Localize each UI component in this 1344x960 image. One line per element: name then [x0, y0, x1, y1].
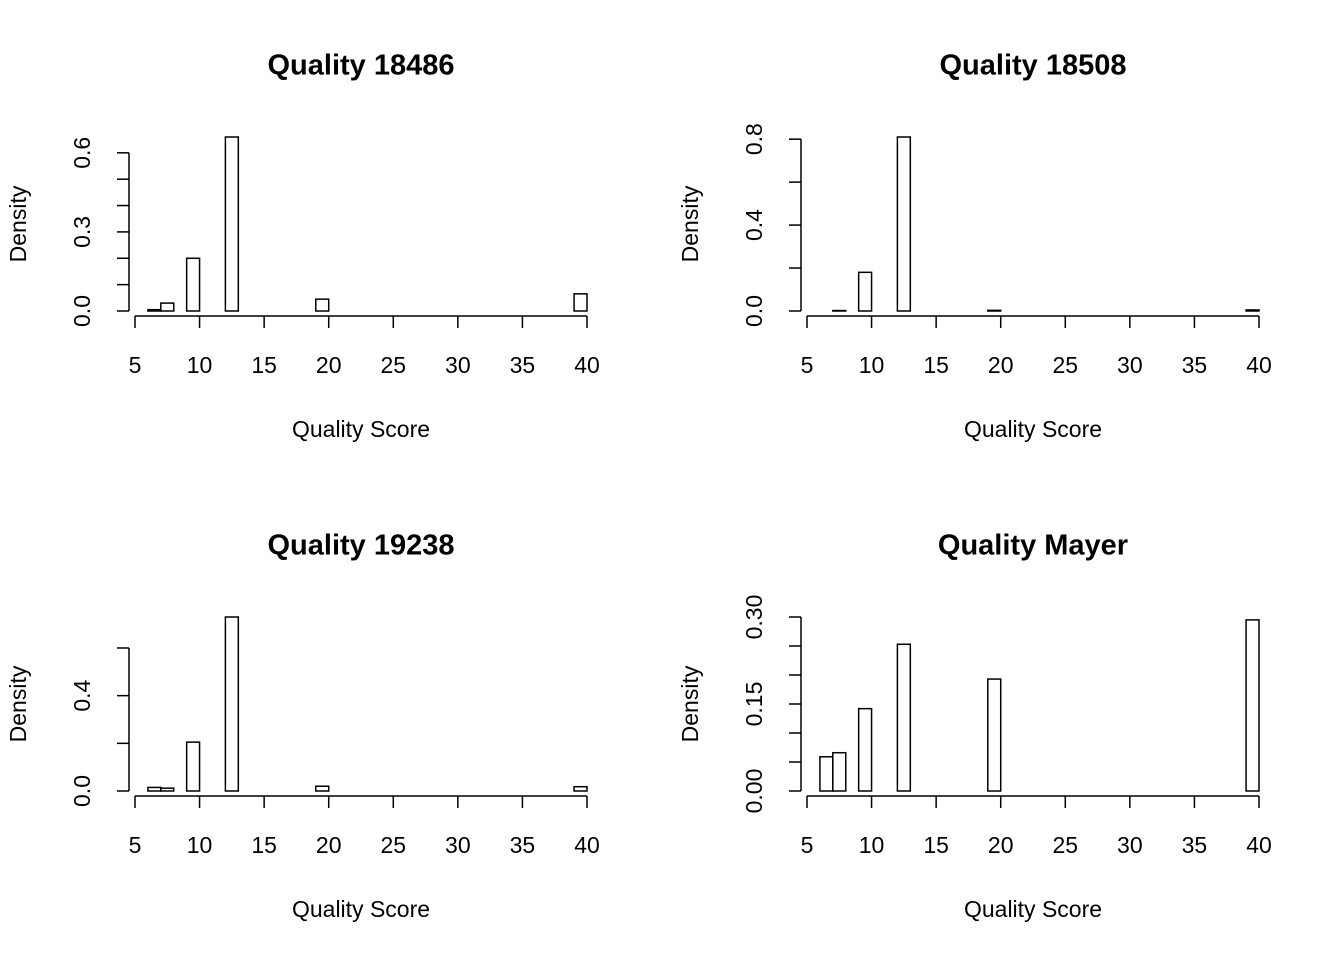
bar [147, 308, 162, 312]
y-tick-label: 0.3 [69, 216, 95, 248]
x-tick-label: 15 [923, 832, 949, 858]
x-tick-label: 35 [1182, 832, 1208, 858]
x-tick-label: 40 [1246, 832, 1272, 858]
x-tick-label: 5 [801, 832, 814, 858]
bar [1245, 309, 1260, 312]
bar [857, 707, 873, 792]
y-tick-label: 0.30 [741, 595, 767, 640]
x-tick-label: 20 [988, 832, 1014, 858]
y-axis-label: Density [5, 665, 31, 742]
x-tick-label: 30 [1117, 352, 1143, 378]
bar [185, 257, 201, 312]
x-axis-label: Quality Score [964, 896, 1102, 922]
y-tick-label: 0.4 [741, 209, 767, 241]
y-tick-label: 0.0 [69, 775, 95, 807]
x-tick-label: 5 [129, 832, 142, 858]
x-tick-label: 10 [859, 832, 885, 858]
bar [160, 302, 175, 312]
x-tick-label: 10 [187, 832, 213, 858]
x-tick-label: 25 [1052, 352, 1078, 378]
y-tick-label: 0.4 [69, 679, 95, 711]
x-tick-label: 40 [574, 352, 600, 378]
bar [987, 309, 1002, 312]
x-tick-label: 25 [1052, 832, 1078, 858]
chart-title: Quality 18486 [268, 50, 455, 82]
y-tick-label: 0.15 [741, 682, 767, 727]
y-tick-label: 0.6 [69, 137, 95, 169]
bar [315, 298, 330, 312]
bar [896, 136, 912, 312]
y-tick-label: 0.0 [69, 295, 95, 327]
bar [896, 643, 912, 792]
y-axis-label: Density [677, 665, 703, 742]
bar [857, 271, 873, 312]
x-tick-label: 35 [510, 352, 536, 378]
y-tick-label: 0.0 [741, 295, 767, 327]
x-tick-label: 20 [316, 832, 342, 858]
x-tick-label: 35 [510, 832, 536, 858]
y-axis-label: Density [5, 185, 31, 262]
x-tick-label: 35 [1182, 352, 1208, 378]
x-tick-label: 30 [1117, 832, 1143, 858]
x-tick-label: 10 [187, 352, 213, 378]
bar [573, 293, 588, 312]
x-tick-label: 5 [801, 352, 814, 378]
x-axis-label: Quality Score [292, 896, 430, 922]
bar [819, 756, 834, 792]
bar [832, 751, 847, 792]
y-axis-label: Density [677, 185, 703, 262]
x-tick-label: 15 [251, 352, 277, 378]
x-tick-label: 30 [445, 832, 471, 858]
x-tick-label: 20 [988, 352, 1014, 378]
x-tick-label: 15 [923, 352, 949, 378]
x-axis-label: Quality Score [292, 416, 430, 442]
bar [160, 787, 175, 792]
x-tick-label: 40 [574, 832, 600, 858]
bar [147, 786, 162, 792]
x-tick-label: 15 [251, 832, 277, 858]
y-tick-label: 0.8 [741, 123, 767, 155]
x-tick-label: 5 [129, 352, 142, 378]
bar [224, 616, 240, 792]
chart-title: Quality 18508 [940, 50, 1127, 82]
bar [185, 741, 201, 792]
x-tick-label: 30 [445, 352, 471, 378]
x-axis-label: Quality Score [964, 416, 1102, 442]
bar [987, 678, 1002, 792]
bar [315, 785, 330, 792]
x-tick-label: 20 [316, 352, 342, 378]
chart-title: Quality 19238 [268, 530, 455, 562]
x-tick-label: 25 [380, 832, 406, 858]
x-tick-label: 40 [1246, 352, 1272, 378]
bar [573, 785, 588, 792]
x-tick-label: 25 [380, 352, 406, 378]
y-tick-label: 0.00 [741, 769, 767, 814]
x-tick-label: 10 [859, 352, 885, 378]
bar [224, 136, 240, 312]
chart-title: Quality Mayer [938, 530, 1128, 562]
bar [1245, 619, 1260, 792]
